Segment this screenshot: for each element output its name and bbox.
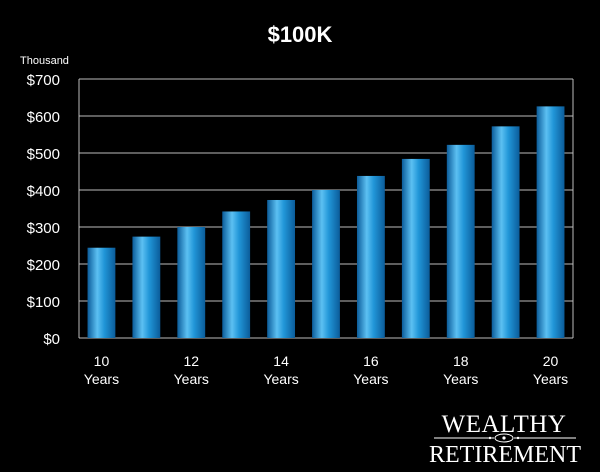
wealthy-retirement-logo: WEALTHY RETIREMENT — [429, 411, 581, 468]
y-tick-label: $600 — [27, 109, 60, 126]
x-axis-ticks: 10 Years 12 Years 14 Years 16 Years 18 Years 20 Yea… — [84, 353, 568, 387]
chart-title: $100K — [268, 22, 333, 47]
x-tick-label-20: 20 Years — [533, 353, 568, 387]
y-tick-label: $200 — [27, 257, 60, 274]
logo-ornament — [434, 433, 576, 443]
y-tick-label: $500 — [27, 146, 60, 163]
logo-line-1: WEALTHY — [442, 411, 567, 438]
y-tick-label: $400 — [27, 183, 60, 200]
bar-16-years — [356, 175, 385, 338]
bar-15-years — [312, 190, 340, 338]
x-tick-unit: Years — [443, 371, 478, 387]
bar-12-years — [177, 227, 206, 338]
x-tick-value: 18 — [453, 353, 469, 369]
logo-line-2: RETIREMENT — [429, 442, 581, 468]
x-tick-unit: Years — [353, 371, 388, 387]
y-tick-label: $100 — [27, 294, 60, 311]
bar-11-years — [132, 236, 161, 338]
x-tick-value: 10 — [94, 353, 110, 369]
y-tick-label: $0 — [43, 331, 60, 348]
x-tick-value: 12 — [183, 353, 199, 369]
bar-18-years — [446, 144, 475, 338]
y-tick-label: $300 — [27, 220, 60, 237]
bar-14-years — [267, 199, 296, 338]
x-tick-value: 20 — [543, 353, 559, 369]
x-tick-unit: Years — [263, 371, 298, 387]
bar-10-years — [87, 247, 116, 338]
y-tick-label: $700 — [27, 72, 60, 89]
bars — [87, 106, 565, 338]
bar-13-years — [222, 211, 251, 338]
y-axis-unit-label: Thousand — [20, 55, 69, 67]
x-tick-unit: Years — [174, 371, 209, 387]
bar-17-years — [401, 158, 430, 338]
x-tick-value: 14 — [273, 353, 289, 369]
bar-20-years — [536, 106, 565, 338]
x-tick-unit: Years — [84, 371, 119, 387]
x-tick-unit: Years — [533, 371, 568, 387]
bar-19-years — [491, 126, 520, 338]
x-tick-value: 16 — [363, 353, 379, 369]
x-tick-label-10: 10 Years — [84, 353, 119, 387]
x-tick-label-16: 16 Years — [353, 353, 388, 387]
x-tick-label-18: 18 Years — [443, 353, 478, 387]
x-tick-label-12: 12 Years — [174, 353, 209, 387]
y-axis-ticks: $0 $100 $200 $300 $400 $500 $600 $700 — [27, 72, 60, 348]
x-tick-label-14: 14 Years — [263, 353, 298, 387]
